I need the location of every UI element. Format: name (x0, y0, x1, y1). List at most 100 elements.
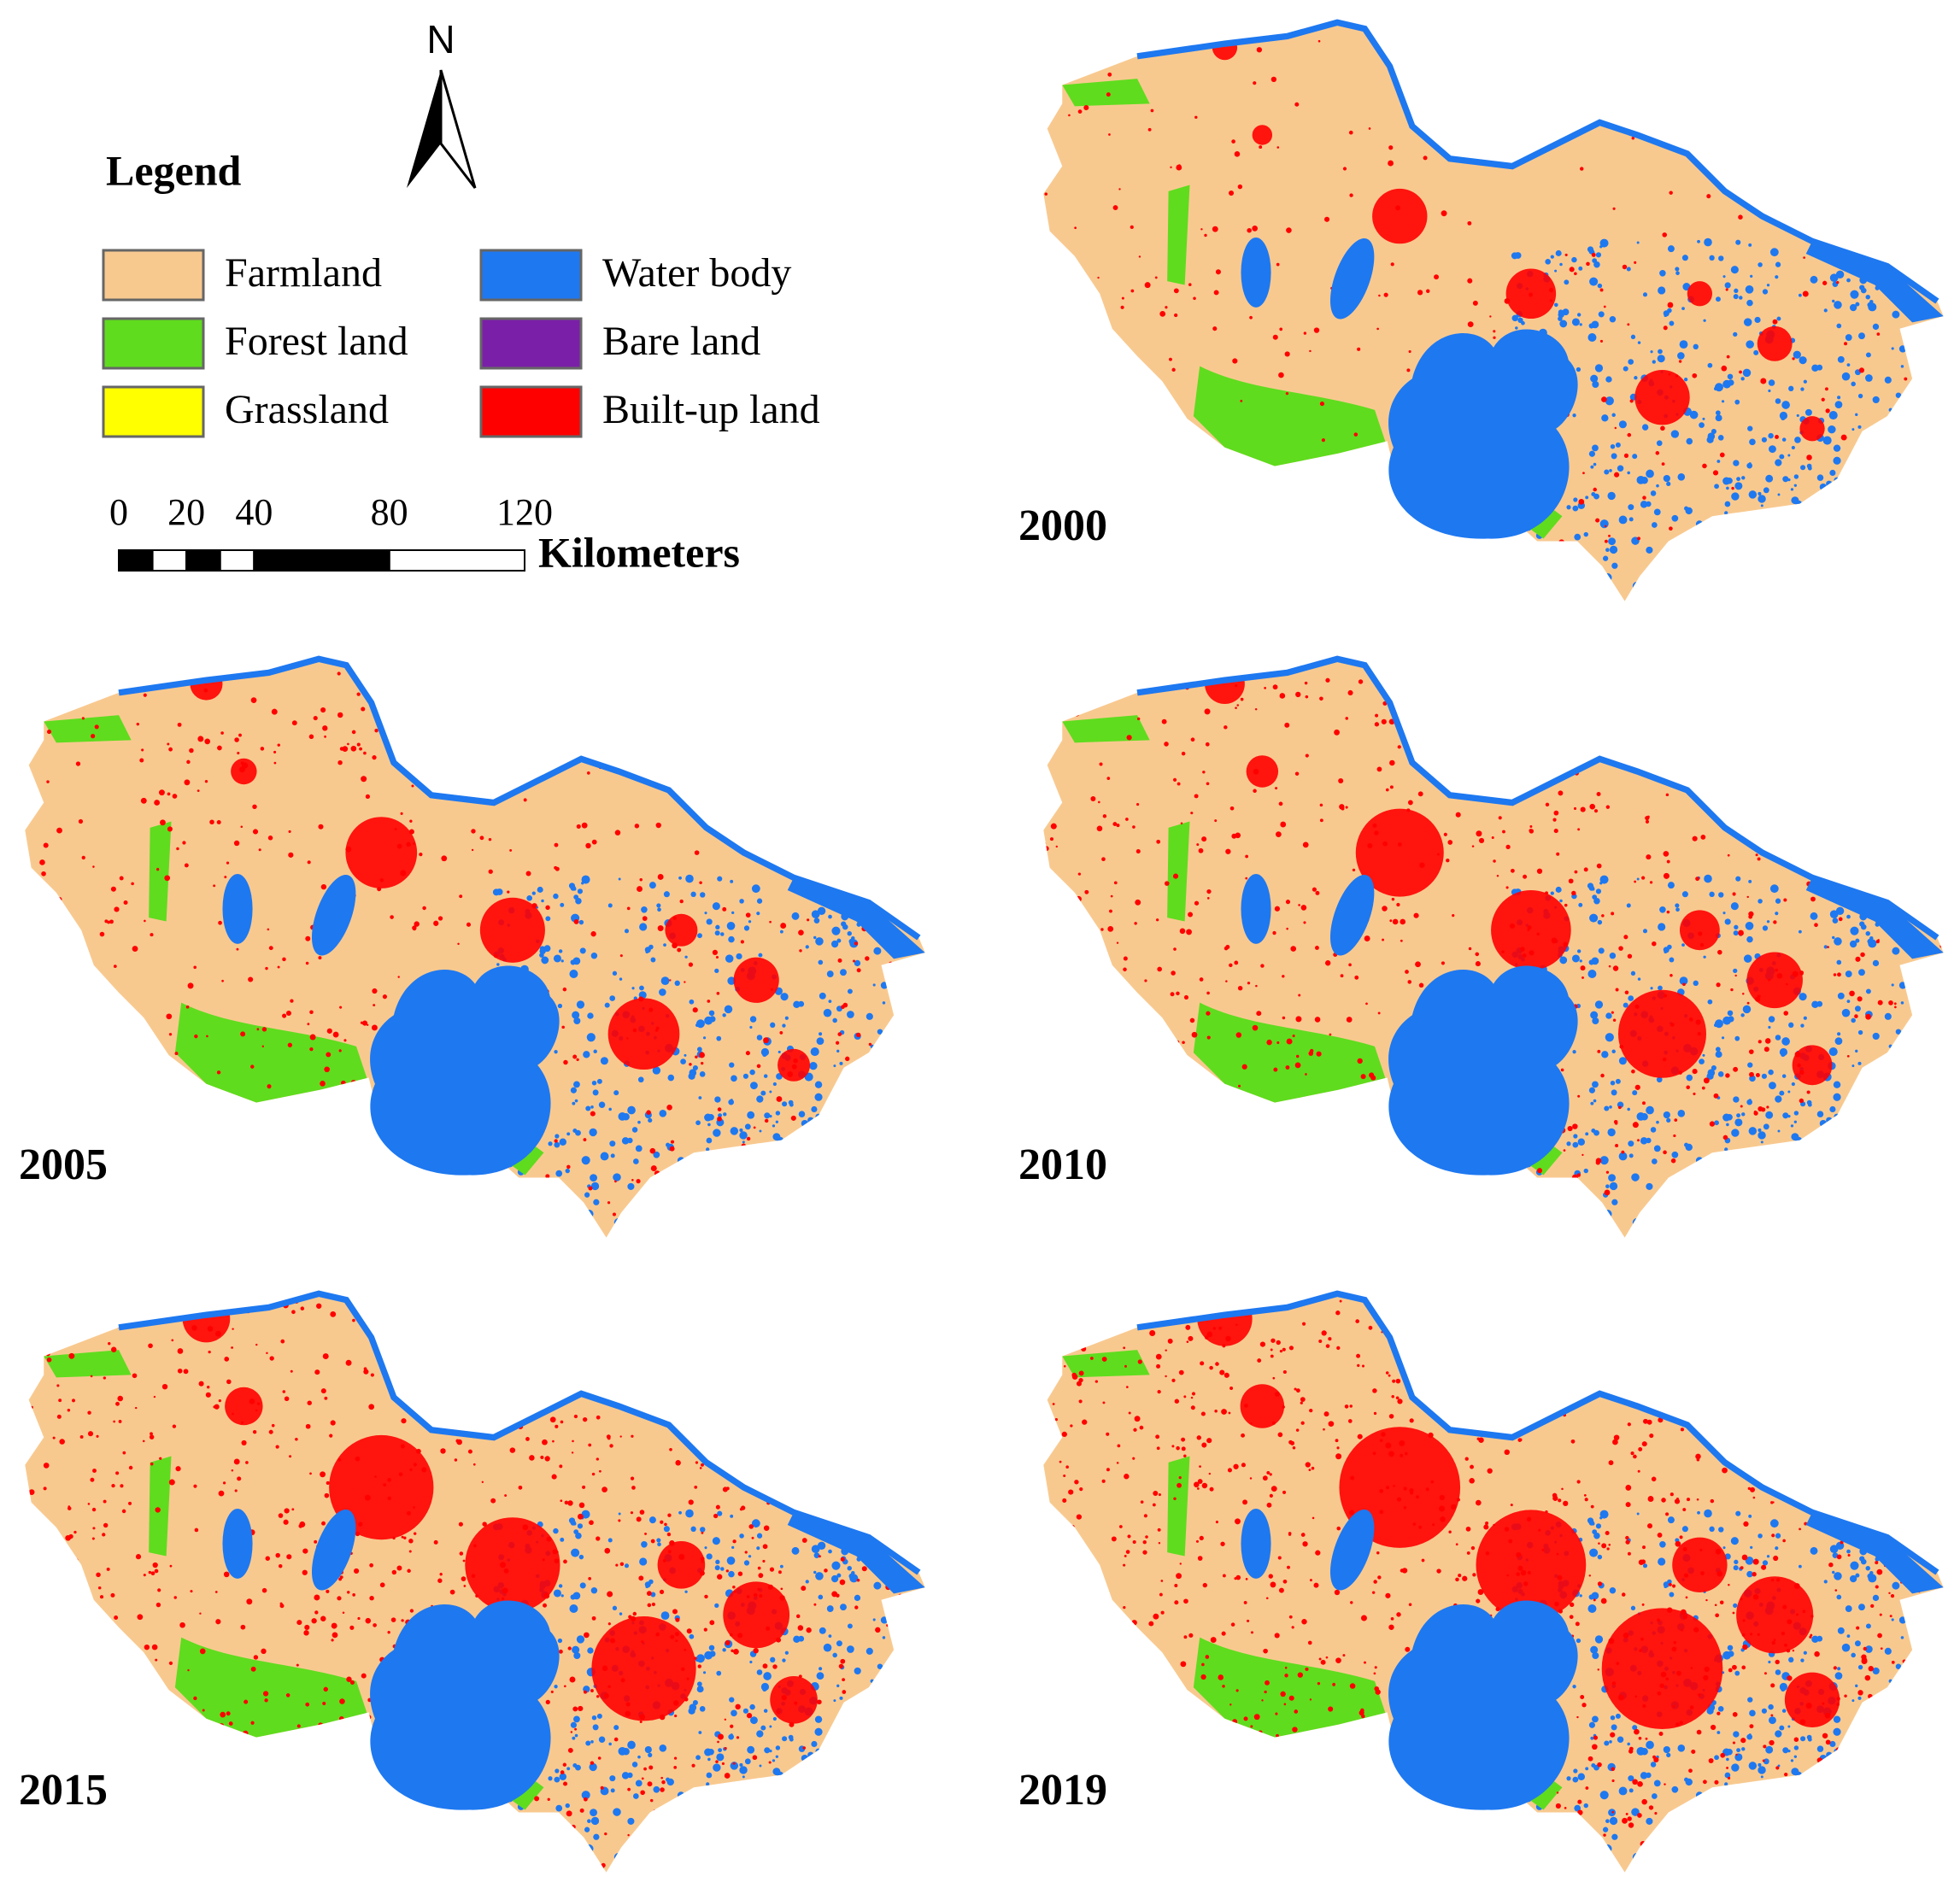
built-up-speckle (1165, 1040, 1172, 1046)
built-up-speckle (576, 824, 581, 829)
water-speckle (1748, 1099, 1752, 1102)
water-speckle (570, 1087, 577, 1094)
built-up-speckle (1477, 581, 1482, 585)
built-up-speckle (466, 922, 472, 927)
water-speckle (1775, 261, 1781, 267)
built-up-speckle (1276, 831, 1282, 837)
water-speckle (815, 1572, 824, 1580)
built-up-speckle (1846, 789, 1850, 793)
water-speckle (1875, 1193, 1882, 1200)
built-up-speckle (1793, 830, 1798, 836)
built-up-speckle (167, 792, 171, 796)
built-up-speckle (1816, 1149, 1821, 1153)
built-up-speckle (763, 1297, 770, 1304)
built-up-speckle (572, 1439, 574, 1443)
scale-unit: Kilometers (538, 528, 740, 576)
built-up-speckle (261, 1027, 267, 1032)
built-up-speckle (1326, 488, 1329, 491)
built-up-speckle (1919, 82, 1924, 87)
built-up-speckle (1284, 351, 1290, 357)
water-speckle (1559, 899, 1563, 903)
water-speckle (816, 1672, 824, 1680)
built-up-speckle (1481, 659, 1487, 664)
water-speckle (495, 1209, 504, 1218)
built-up-speckle (303, 1630, 309, 1636)
water-speckle (627, 1105, 636, 1115)
built-up-speckle (591, 1472, 596, 1476)
built-up-speckle (114, 1615, 119, 1620)
water-speckle (1849, 303, 1857, 312)
built-up-speckle (1044, 1001, 1049, 1007)
water-speckle (648, 1752, 653, 1757)
built-up-speckle (895, 882, 901, 888)
water-speckle (1765, 1171, 1769, 1176)
built-up-speckle (600, 1785, 604, 1790)
water-speckle (593, 1089, 599, 1095)
built-up-speckle (901, 1782, 906, 1786)
built-up-speckle (516, 1837, 522, 1843)
built-up-speckle (1485, 1223, 1488, 1227)
water-speckle (847, 1011, 854, 1018)
built-up-speckle (801, 1586, 807, 1592)
water-speckle (1646, 501, 1652, 507)
built-up-speckle (338, 1715, 344, 1721)
built-up-speckle (213, 884, 216, 888)
water-speckle (1835, 270, 1845, 279)
water-speckle (1895, 548, 1904, 555)
water-speckle (1857, 573, 1863, 578)
built-up-speckle (1859, 674, 1863, 677)
water-speckle (1570, 562, 1576, 568)
water-speckle (880, 1616, 889, 1624)
built-up-speckle (1646, 659, 1652, 664)
water-speckle (1832, 583, 1839, 590)
water-speckle (1763, 1123, 1769, 1130)
built-up-speckle (29, 1636, 32, 1639)
built-up-speckle (73, 1558, 79, 1563)
built-up-speckle (874, 1738, 878, 1742)
built-up-speckle (568, 660, 575, 665)
built-up-speckle (1225, 945, 1230, 950)
built-up-speckle (1199, 977, 1204, 982)
water-speckle (593, 1199, 600, 1205)
built-up-speckle (1843, 659, 1847, 663)
built-up-speckle (1687, 729, 1692, 733)
built-up-speckle (407, 1568, 411, 1574)
water-speckle (1884, 376, 1892, 384)
built-up-speckle (132, 1373, 138, 1379)
built-up-speckle (587, 771, 590, 775)
water-speckle (1583, 1168, 1588, 1174)
water-speckle (551, 1833, 558, 1839)
water-speckle (807, 1756, 816, 1765)
built-up-speckle (802, 1746, 807, 1750)
built-up-speckle (807, 918, 810, 922)
built-up-speckle (1303, 331, 1307, 335)
water-speckle (1650, 1127, 1657, 1133)
built-up-speckle (46, 1357, 52, 1363)
built-up-speckle (540, 1311, 544, 1316)
water-speckle (854, 1139, 858, 1143)
water-speckle (811, 1780, 814, 1784)
built-up-speckle (570, 1209, 573, 1212)
built-up-speckle (1185, 533, 1191, 539)
built-up-speckle (1212, 326, 1218, 331)
water-speckle (1793, 1152, 1797, 1156)
built-up-speckle (1281, 570, 1285, 575)
built-up-speckle (1178, 164, 1181, 167)
built-up-speckle (331, 1639, 334, 1642)
water-speckle (1671, 514, 1679, 522)
built-up-speckle (550, 1690, 554, 1693)
water-speckle (1611, 1089, 1617, 1095)
built-up-speckle (1345, 717, 1349, 720)
built-up-speckle (694, 1485, 698, 1489)
built-up-speckle (372, 755, 377, 760)
built-up-speckle (1084, 889, 1089, 894)
water-speckle (678, 1510, 682, 1515)
built-up-speckle (496, 674, 499, 677)
built-up-speckle (1426, 289, 1430, 293)
built-up-speckle (1852, 1164, 1857, 1170)
water-speckle (1851, 293, 1857, 298)
built-up-speckle (71, 1108, 76, 1114)
built-up-speckle (329, 1434, 333, 1438)
built-up-speckle (231, 1469, 234, 1472)
water-speckle (704, 1748, 713, 1756)
